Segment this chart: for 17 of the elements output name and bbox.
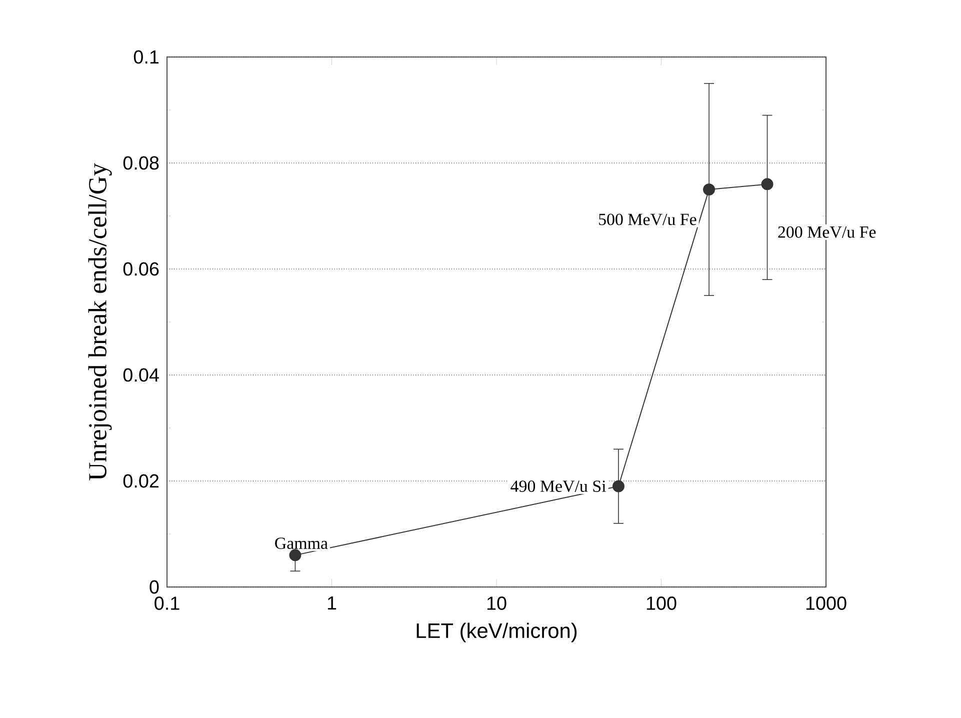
y-axis-title: Unrejoined break ends/cell/Gy: [88, 163, 112, 480]
x-tick-label: 10: [487, 596, 506, 610]
x-tick-label: 1: [328, 596, 336, 610]
x-tick-label: 0.1: [154, 596, 180, 610]
y-tick-label: 0.08: [123, 156, 159, 170]
y-tick-label: 0: [150, 580, 159, 594]
x-axis-title: LET (keV/micron): [416, 622, 577, 642]
annotation: 500 MeV/u Fe: [599, 214, 696, 226]
y-tick-label: 0.06: [123, 262, 159, 276]
annotation: Gamma: [275, 538, 328, 549]
y-tick-label: 0.1: [134, 50, 159, 64]
x-tick-label: 100: [646, 596, 676, 610]
annotation: 490 MeV/u Si: [510, 480, 606, 492]
annotation: 200 MeV/u Fe: [778, 226, 876, 238]
x-tick-label: 1000: [806, 596, 846, 610]
y-tick-label: 0.02: [123, 474, 159, 488]
y-tick-label: 0.04: [123, 368, 159, 382]
